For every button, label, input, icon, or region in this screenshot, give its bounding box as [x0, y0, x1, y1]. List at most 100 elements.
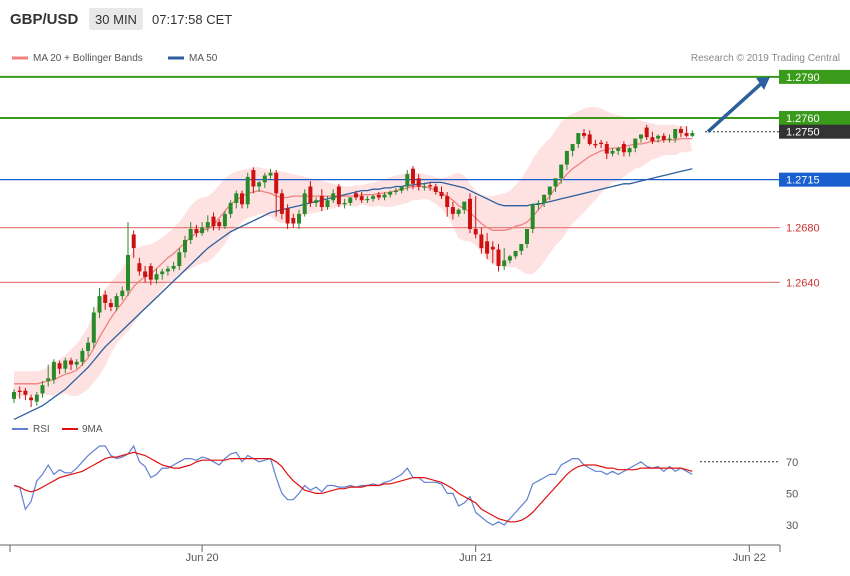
candle-body [570, 144, 575, 151]
candle-body [200, 227, 205, 234]
timeframe-chip[interactable] [89, 8, 143, 30]
clock-time: 07:17:58 CET [152, 12, 232, 27]
candle-body [319, 196, 324, 208]
candle-body [610, 150, 615, 154]
candle-body [331, 193, 336, 201]
level-tag-1-2760 [779, 111, 850, 125]
candle-body [627, 148, 632, 153]
candle-body [530, 204, 535, 229]
candle-body [183, 239, 187, 253]
candle-body [63, 360, 68, 369]
candle-body [29, 397, 34, 401]
candle-body [507, 256, 512, 261]
symbol-title: GBP/USD [10, 11, 79, 28]
candle-body [496, 249, 501, 266]
candle-body [97, 296, 102, 313]
rsi-tick-30: 30 [786, 520, 798, 532]
candle-body [513, 250, 518, 257]
candle-body [564, 150, 569, 165]
rsi-line [13, 444, 693, 526]
candle-body [650, 137, 655, 142]
candle-body [422, 186, 427, 188]
candle-body [582, 133, 586, 136]
candle-body [587, 134, 592, 145]
candle-body [268, 172, 273, 176]
candle-body [559, 164, 564, 179]
candle-body [279, 193, 284, 214]
candle-body [154, 274, 159, 280]
projection-head [756, 76, 770, 90]
candle-body [354, 193, 358, 198]
candle-body [251, 170, 256, 187]
candle-body [297, 213, 301, 224]
level-label-1-2750: 1.2750 [786, 127, 820, 139]
ma50-legend-label: MA 50 [189, 53, 218, 64]
candle-body [69, 360, 73, 365]
candle-body [393, 190, 398, 192]
timeframe-label: 30 MIN [95, 12, 137, 27]
rsi-tick-50: 50 [786, 488, 798, 500]
candle-body [86, 342, 91, 351]
candle-body [468, 198, 472, 229]
candle-body [143, 271, 148, 277]
candle-body [576, 133, 581, 145]
candle-body [171, 265, 176, 269]
candle-body [108, 302, 113, 308]
candle-body [536, 202, 541, 205]
candle-body [450, 207, 455, 214]
candle-body [194, 228, 199, 234]
candle-body [217, 222, 222, 227]
candle-body [228, 202, 233, 214]
candle-body [46, 378, 51, 382]
level-tag-1-2715 [779, 172, 850, 187]
candle-body [439, 191, 444, 197]
candle-body [547, 186, 552, 195]
candle-body [23, 390, 28, 395]
projection-arrow [706, 76, 770, 133]
candle-body [473, 228, 478, 235]
candle-body [359, 196, 364, 201]
candle-body [34, 394, 39, 402]
candle-body [485, 241, 490, 254]
candle-body [12, 392, 16, 399]
candle-body [57, 363, 62, 369]
rsi-plot: 30 50 70 [13, 444, 798, 532]
candle-body [684, 133, 689, 136]
x-tick-label: Jun 21 [459, 552, 492, 564]
candle-body [308, 186, 313, 203]
candle-body [17, 390, 22, 392]
candle-body [40, 385, 45, 394]
candle-body [621, 144, 626, 153]
candle-body [593, 144, 598, 146]
candle-body [382, 194, 387, 198]
candle-body [462, 201, 467, 210]
candle-body [325, 200, 330, 208]
candle-body [131, 234, 136, 249]
candle-body [388, 191, 393, 195]
candle-body [690, 133, 695, 136]
candle-body [148, 265, 153, 280]
level-labels: 1.2790 1.2760 1.2750 1.2715 1.2680 1.2640 [779, 69, 850, 289]
candle-body [314, 200, 319, 203]
candle-body [274, 172, 279, 194]
level-label-1-2790: 1.2790 [786, 72, 820, 84]
level-tag-1-2790 [779, 69, 850, 84]
candle-body [616, 148, 621, 151]
candle-body [673, 128, 678, 139]
rsi-legend-label: RSI [33, 424, 50, 435]
candle-body [365, 198, 370, 201]
level-label-1-2760: 1.2760 [786, 113, 820, 125]
candle-body [519, 244, 524, 251]
candle-body [525, 228, 529, 245]
credit-text: Research © 2019 Trading Central [691, 53, 840, 64]
candle-body [411, 168, 415, 184]
candle-body [428, 185, 433, 187]
candle-body [667, 138, 672, 140]
candle-body [51, 361, 56, 380]
candle-body [234, 193, 239, 203]
candle-body [103, 294, 108, 303]
candle-body [285, 208, 290, 224]
candle-body [639, 134, 643, 139]
